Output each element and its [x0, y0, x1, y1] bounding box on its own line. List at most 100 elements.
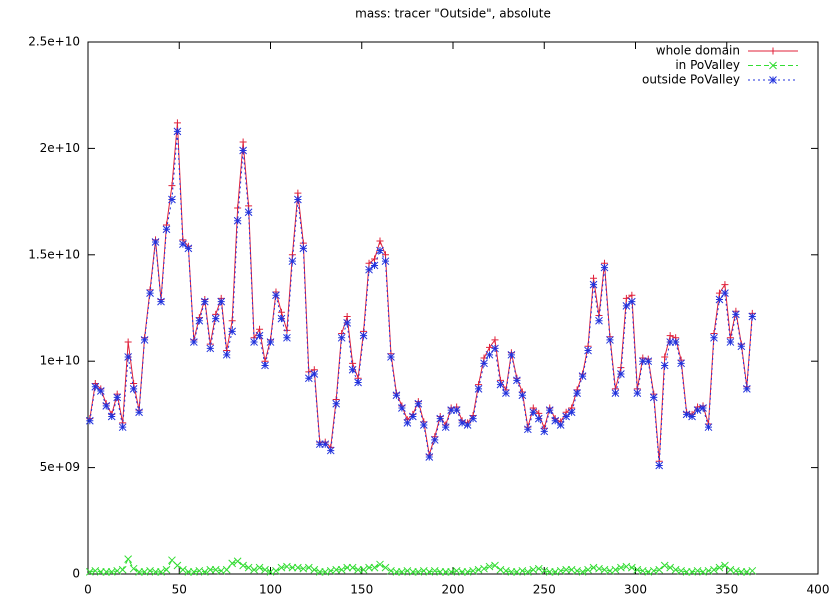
data-point	[606, 336, 614, 344]
data-point	[732, 310, 740, 319]
data-point	[398, 404, 406, 412]
data-point	[671, 338, 680, 346]
data-point	[179, 240, 187, 249]
data-point	[617, 364, 625, 372]
data-point	[162, 225, 171, 234]
x-tick-label: 300	[624, 583, 647, 597]
data-point	[491, 344, 499, 353]
x-tick-label: 350	[715, 583, 738, 597]
x-tick-label: 150	[350, 583, 373, 597]
data-point	[189, 338, 198, 346]
data-point	[392, 568, 401, 576]
data-point	[359, 331, 368, 340]
data-point	[638, 357, 647, 366]
data-point	[184, 244, 193, 253]
data-point	[556, 421, 565, 429]
data-point	[584, 346, 592, 355]
y-tick-label: 1e+10	[40, 354, 80, 368]
data-point	[129, 564, 138, 573]
data-point	[627, 563, 636, 572]
data-point	[463, 421, 472, 429]
data-point	[688, 412, 696, 421]
data-point	[168, 195, 176, 204]
data-point	[480, 564, 488, 573]
data-point	[140, 336, 149, 344]
data-point	[124, 353, 133, 361]
data-point	[310, 565, 319, 574]
data-point	[628, 291, 636, 299]
data-point	[135, 568, 143, 576]
data-point	[255, 563, 264, 572]
data-point	[370, 261, 379, 270]
data-point	[102, 402, 111, 410]
data-point	[567, 408, 576, 417]
data-point	[228, 559, 237, 568]
data-point	[354, 378, 362, 387]
data-point	[649, 393, 658, 402]
data-point	[244, 563, 253, 572]
data-point	[458, 419, 466, 427]
data-point	[721, 561, 729, 570]
data-point	[288, 563, 297, 572]
series-line	[89, 558, 753, 573]
data-point	[146, 289, 154, 297]
data-point	[485, 350, 494, 359]
data-point	[250, 565, 258, 574]
data-point	[715, 295, 724, 304]
data-point	[96, 568, 105, 576]
data-point	[321, 440, 330, 449]
data-point	[600, 263, 609, 272]
legend-label: whole domain	[656, 44, 740, 58]
series-line	[89, 131, 753, 466]
data-point	[299, 244, 308, 253]
data-point	[578, 372, 587, 380]
data-point	[376, 560, 384, 569]
x-tick-label: 400	[807, 583, 830, 597]
data-point	[337, 565, 346, 574]
data-point	[239, 561, 247, 570]
data-point	[666, 338, 675, 346]
data-point	[370, 563, 379, 572]
data-point	[250, 338, 258, 346]
data-point	[288, 251, 296, 259]
data-point	[359, 565, 368, 574]
data-point	[124, 338, 132, 346]
data-point	[102, 568, 111, 576]
data-point	[633, 389, 642, 397]
data-point	[113, 393, 122, 402]
data-point	[381, 257, 390, 266]
data-point	[348, 365, 357, 374]
data-point	[381, 251, 389, 259]
data-point	[376, 237, 384, 245]
data-point	[261, 361, 269, 370]
data-point	[496, 380, 505, 389]
data-point	[129, 385, 138, 393]
data-point	[436, 414, 445, 423]
data-point	[332, 565, 341, 574]
data-point	[107, 412, 116, 421]
legend-marker	[769, 76, 777, 84]
data-point	[348, 563, 357, 572]
data-point	[573, 389, 581, 397]
x-tick-label: 100	[259, 583, 282, 597]
data-point	[661, 353, 669, 361]
data-point	[315, 568, 324, 576]
data-point	[529, 408, 538, 417]
data-point	[392, 391, 401, 400]
data-point	[584, 565, 592, 574]
data-point	[255, 331, 264, 340]
data-point	[217, 297, 226, 306]
data-point	[710, 565, 718, 574]
data-point	[682, 568, 691, 576]
data-point	[365, 265, 373, 274]
data-point	[211, 314, 220, 323]
data-point	[430, 436, 439, 444]
data-point	[157, 297, 165, 306]
data-point	[474, 385, 483, 393]
data-point	[540, 427, 549, 436]
data-point	[337, 333, 346, 342]
data-point	[326, 446, 335, 455]
data-point	[425, 453, 434, 461]
data-point	[562, 565, 571, 574]
data-point	[233, 557, 242, 566]
